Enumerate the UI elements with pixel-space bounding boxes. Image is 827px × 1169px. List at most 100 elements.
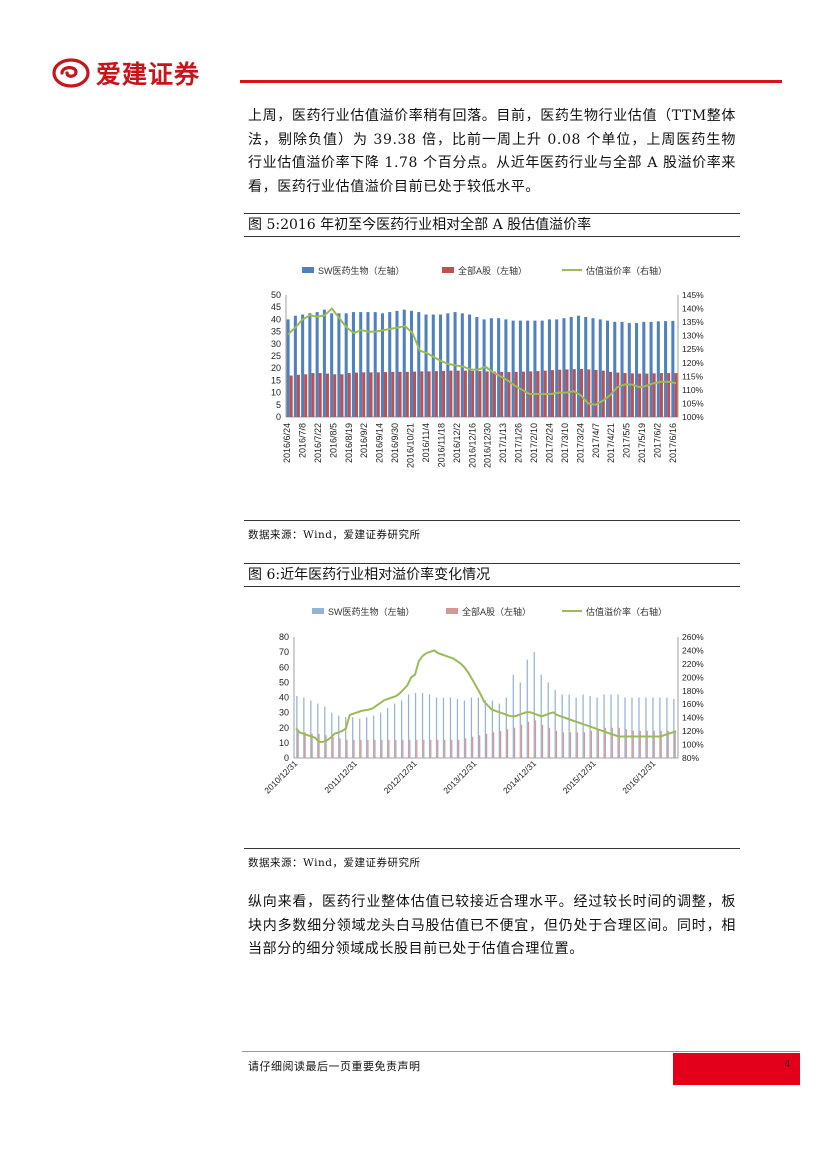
bar-pharma bbox=[388, 312, 392, 417]
bar-pharma bbox=[555, 319, 559, 417]
bar-all-a bbox=[318, 733, 320, 758]
bar-pharma bbox=[449, 697, 452, 758]
bar-pharma bbox=[317, 703, 319, 758]
bar-all-a bbox=[346, 739, 348, 758]
bar-pharma bbox=[345, 717, 347, 758]
conclusion-paragraph: 纵向来看，医药行业整体估值已较接近合理水平。经过较长时间的调整，板块内多数细分领… bbox=[248, 894, 736, 957]
bar-pharma bbox=[562, 318, 566, 417]
bar-pharma bbox=[344, 313, 348, 417]
bar-pharma bbox=[373, 312, 377, 417]
bar-all-a bbox=[548, 727, 551, 758]
legend-label: SW医药生物（左轴） bbox=[318, 265, 405, 276]
bar-pharma bbox=[656, 321, 660, 417]
bar-all-a bbox=[427, 371, 431, 417]
bar-all-a bbox=[521, 371, 525, 417]
y-right-tick-label: 105% bbox=[682, 398, 704, 408]
bar-pharma bbox=[484, 700, 486, 758]
bar-pharma bbox=[505, 697, 507, 758]
figure5-source: 数据来源：Wind，爱建证券研究所 bbox=[244, 520, 740, 542]
bar-pharma bbox=[613, 321, 617, 417]
bar-pharma bbox=[652, 697, 654, 758]
bar-pharma bbox=[610, 694, 612, 758]
brand-logo: 爱建证券 bbox=[52, 56, 242, 90]
y-right-tick-label: 140% bbox=[682, 713, 704, 723]
x-tick-label: 2010/12/31 bbox=[262, 758, 299, 795]
bar-all-a bbox=[618, 727, 620, 758]
y-right-tick-label: 110% bbox=[682, 385, 704, 395]
bar-all-a bbox=[456, 370, 460, 417]
bar-pharma bbox=[504, 319, 508, 417]
bar-pharma bbox=[442, 697, 445, 758]
bar-pharma bbox=[540, 320, 544, 417]
bar-all-a bbox=[374, 739, 376, 758]
x-tick-label: 2016/12/16 bbox=[467, 423, 477, 468]
bar-pharma bbox=[491, 700, 493, 758]
bar-all-a bbox=[384, 372, 388, 417]
x-tick-label: 2017/4/21 bbox=[606, 423, 616, 463]
bar-pharma bbox=[439, 314, 443, 417]
y-left-tick-label: 10 bbox=[271, 388, 281, 398]
legend-label: SW医药生物（左轴） bbox=[328, 606, 415, 617]
bar-all-a bbox=[339, 738, 341, 758]
y-left-tick-label: 35 bbox=[271, 327, 281, 337]
y-left-tick-label: 40 bbox=[271, 314, 281, 324]
bar-all-a bbox=[423, 739, 425, 758]
bar-all-a bbox=[562, 732, 565, 758]
bar-all-a bbox=[369, 372, 373, 417]
legend-swatch bbox=[312, 608, 324, 614]
bar-pharma bbox=[659, 697, 661, 758]
premium-line bbox=[295, 649, 677, 743]
bar-all-a bbox=[472, 736, 474, 758]
bar-pharma bbox=[671, 320, 675, 417]
bar-pharma bbox=[308, 313, 312, 417]
x-tick-label: 2013/12/31 bbox=[441, 758, 478, 795]
bar-pharma bbox=[526, 659, 528, 758]
bar-all-a bbox=[597, 729, 599, 758]
bar-pharma bbox=[324, 706, 326, 758]
legend-swatch bbox=[302, 267, 314, 273]
x-tick-label: 2016/11/18 bbox=[436, 423, 446, 467]
y-right-tick-label: 160% bbox=[682, 699, 704, 709]
bar-pharma bbox=[315, 312, 319, 417]
x-tick-label: 2011/12/31 bbox=[322, 758, 359, 795]
bar-pharma bbox=[366, 717, 368, 758]
bar-pharma bbox=[463, 700, 466, 758]
bar-pharma bbox=[380, 313, 384, 417]
bar-pharma bbox=[359, 718, 361, 758]
header-rule bbox=[240, 80, 782, 83]
y-right-tick-label: 200% bbox=[682, 672, 704, 682]
x-tick-label: 2016/9/2 bbox=[359, 423, 369, 458]
bar-pharma bbox=[638, 697, 640, 758]
footer-disclaimer: 请仔细阅读最后一页重要免责声明 bbox=[248, 1060, 421, 1073]
bar-all-a bbox=[625, 729, 627, 758]
bar-pharma bbox=[446, 313, 450, 417]
bar-pharma bbox=[635, 323, 639, 417]
bar-all-a bbox=[485, 371, 489, 417]
bar-all-a bbox=[333, 374, 337, 417]
bar-all-a bbox=[325, 735, 327, 758]
bar-pharma bbox=[470, 697, 473, 758]
bar-pharma bbox=[497, 318, 501, 417]
y-left-tick-label: 70 bbox=[279, 647, 289, 657]
bar-all-a bbox=[674, 373, 678, 417]
page-number-box: 4 bbox=[673, 1053, 800, 1085]
bar-all-a bbox=[659, 373, 663, 417]
bar-all-a bbox=[413, 371, 417, 417]
bar-all-a bbox=[520, 724, 523, 758]
bar-all-a bbox=[451, 739, 453, 758]
bar-pharma bbox=[533, 320, 537, 417]
bar-all-a bbox=[576, 732, 579, 758]
x-tick-label: 2017/5/5 bbox=[622, 423, 632, 458]
legend-swatch bbox=[446, 608, 458, 614]
bar-all-a bbox=[381, 739, 383, 758]
bar-pharma bbox=[338, 715, 340, 758]
bar-all-a bbox=[318, 373, 322, 417]
bar-pharma bbox=[645, 697, 647, 758]
bar-all-a bbox=[527, 721, 530, 758]
y-left-tick-label: 60 bbox=[279, 662, 289, 672]
x-tick-label: 2017/1/13 bbox=[498, 423, 508, 463]
bar-all-a bbox=[667, 373, 671, 417]
x-tick-label: 2016/8/5 bbox=[328, 423, 338, 458]
bar-pharma bbox=[666, 697, 668, 758]
bar-all-a bbox=[623, 373, 627, 417]
